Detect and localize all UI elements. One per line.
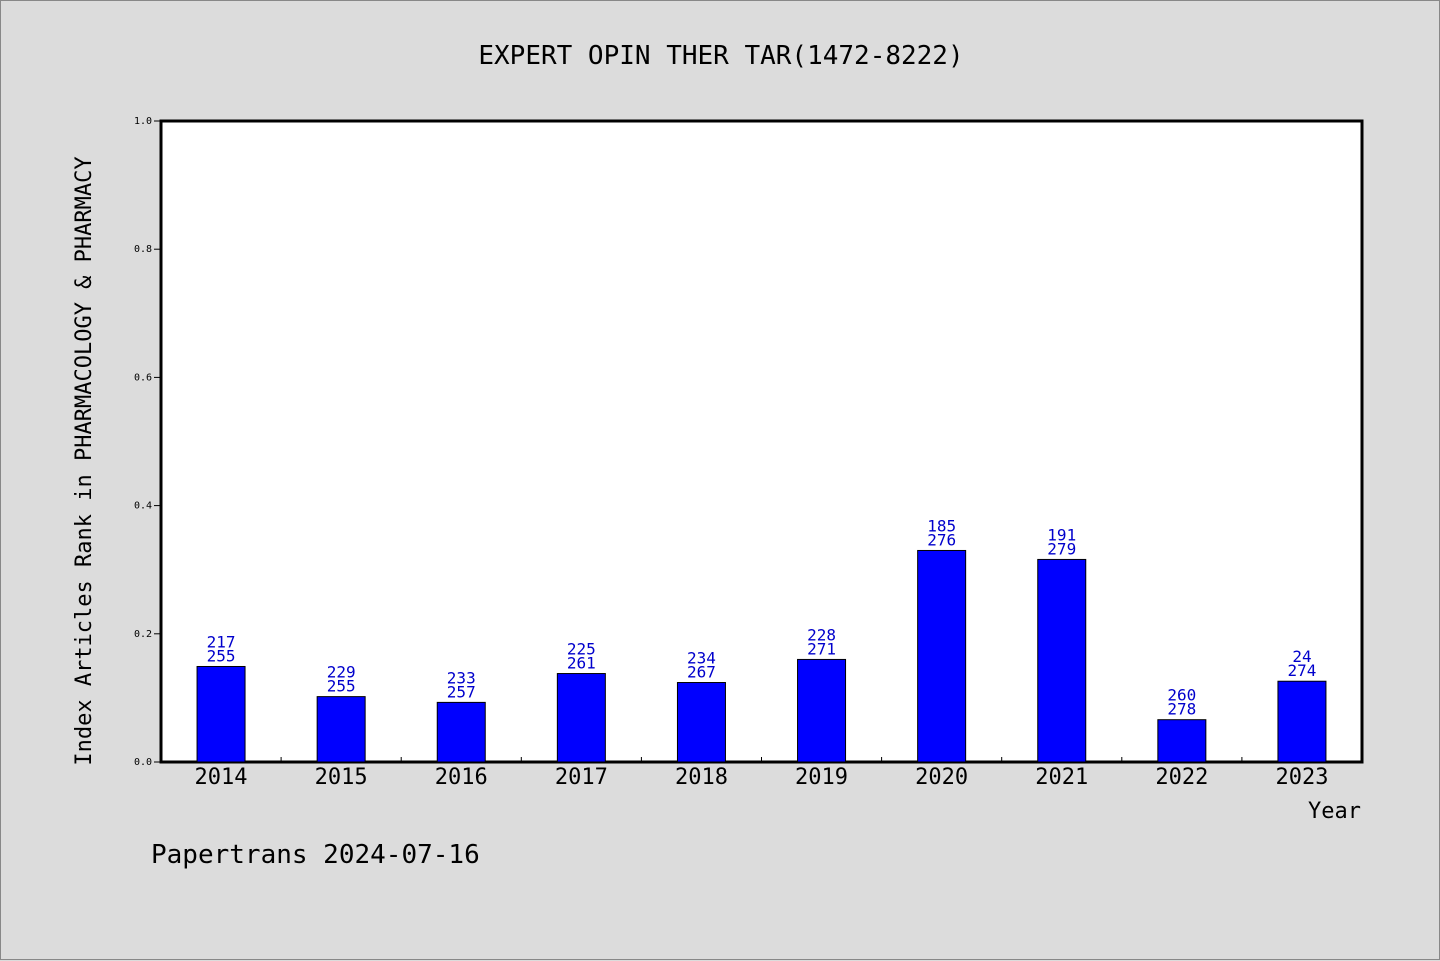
x-axis: 2014 2015 2016 2017 2018 2019 2020 2021 2022 2023 <box>195 757 1328 790</box>
bar-2023 <box>1277 680 1327 763</box>
x-tick-label: 2021 <box>1035 765 1088 790</box>
y-tick-label: 0.8 <box>134 244 152 255</box>
x-axis-label: Year <box>1308 799 1361 824</box>
bar-2019 <box>797 658 847 763</box>
bar-label-top: 228 <box>807 625 836 644</box>
y-tick-label: 0.6 <box>134 372 152 383</box>
plot-area <box>159 119 1364 764</box>
x-tick-label: 2014 <box>195 765 248 790</box>
y-tick-label: 0.4 <box>134 501 152 512</box>
bar-label-bottom: 271 <box>807 639 836 658</box>
x-tick-label: 2022 <box>1155 765 1208 790</box>
bar-label-top: 229 <box>327 663 356 682</box>
x-tick-label: 2017 <box>555 765 608 790</box>
bar-label-top: 217 <box>207 632 236 651</box>
bar-label-top: 233 <box>447 668 476 687</box>
x-tick-label: 2018 <box>675 765 728 790</box>
y-axis: 0.0 0.2 0.4 0.6 0.8 1.0 <box>134 116 161 768</box>
bar-label-top: 24 <box>1292 647 1311 666</box>
bar-label-bottom: 276 <box>927 530 956 549</box>
bar-label-top: 234 <box>687 649 716 668</box>
bar-2018 <box>676 682 726 763</box>
x-tick-label: 2016 <box>435 765 488 790</box>
bar-label-top: 185 <box>927 516 956 535</box>
bar-label-bottom: 255 <box>327 677 356 696</box>
x-tick-label: 2015 <box>315 765 368 790</box>
footer-note: Papertrans 2024-07-16 <box>151 840 480 870</box>
bar-2021 <box>1037 558 1087 763</box>
x-tick-label: 2023 <box>1275 765 1328 790</box>
bar-label-bottom: 279 <box>1047 539 1076 558</box>
bar-2014 <box>196 665 246 763</box>
bar-label-bottom: 261 <box>567 654 596 673</box>
bar-label-top: 260 <box>1167 686 1196 705</box>
bar-label-bottom: 257 <box>447 682 476 701</box>
y-tick-label: 0.0 <box>134 757 152 768</box>
y-tick-label: 1.0 <box>134 116 152 127</box>
x-tick-label: 2020 <box>915 765 968 790</box>
bar-label-bottom: 278 <box>1167 700 1196 719</box>
chart-title: EXPERT OPIN THER TAR(1472-8222) <box>478 41 963 71</box>
bar-2022 <box>1157 719 1207 763</box>
bar-2020 <box>917 549 967 763</box>
bar-2015 <box>316 696 366 763</box>
x-tick-label: 2019 <box>795 765 848 790</box>
y-axis-label: Index Articles Rank in PHARMACOLOGY & PH… <box>72 156 97 765</box>
bar-2017 <box>556 673 606 763</box>
bar-label-bottom: 274 <box>1287 661 1316 680</box>
bar-label-top: 225 <box>567 640 596 659</box>
bar-2016 <box>436 701 486 763</box>
bar-label-top: 191 <box>1047 525 1076 544</box>
y-tick-label: 0.2 <box>134 629 152 640</box>
bar-label-bottom: 267 <box>687 663 716 682</box>
bar-label-bottom: 255 <box>207 646 236 665</box>
